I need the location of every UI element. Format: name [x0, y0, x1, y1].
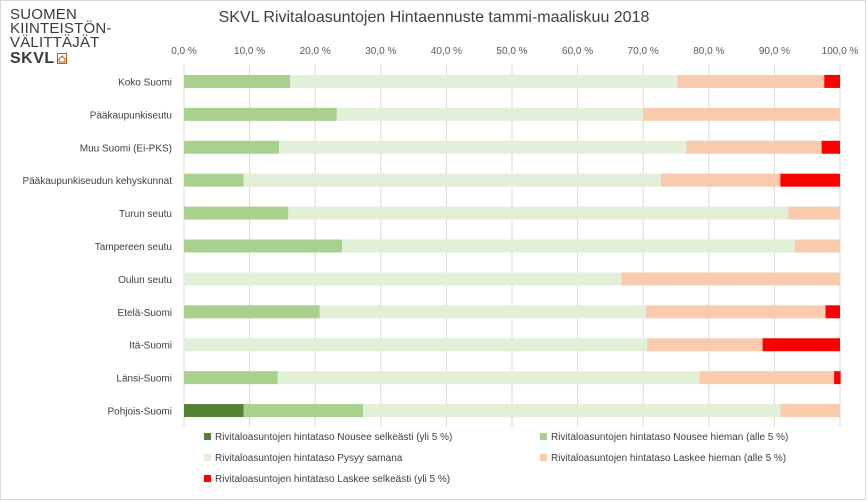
bar-segment [184, 140, 280, 154]
bar-segment [277, 371, 700, 385]
bar-segment [834, 371, 841, 385]
bar-segment [342, 239, 795, 253]
bar-segment [621, 272, 840, 286]
legend-item: Rivitaloasuntojen hintataso Laskee selke… [204, 473, 450, 487]
category-label: Pohjois-Suomi [108, 407, 172, 418]
legend-swatch [204, 433, 211, 440]
bar-segment [699, 371, 835, 385]
legend-item: Rivitaloasuntojen hintataso Pysyy samana [204, 452, 402, 466]
bar-segment [762, 338, 840, 352]
bar-segment [686, 140, 822, 154]
legend-swatch [204, 475, 211, 482]
bar-segment [184, 272, 622, 286]
x-tick-label: 30,0 % [365, 46, 396, 57]
bar-segment [363, 404, 781, 418]
x-tick-label: 20,0 % [300, 46, 331, 57]
bar-segment [677, 74, 825, 88]
category-label: Länsi-Suomi [116, 374, 172, 385]
bar-segment [825, 305, 840, 319]
category-label: Muu Suomi (Ei-PKS) [80, 143, 172, 154]
category-label: Oulun seutu [118, 275, 172, 286]
bar-segment [290, 74, 678, 88]
category-label: Itä-Suomi [129, 341, 172, 352]
bar-segment [279, 140, 687, 154]
legend-swatch [204, 454, 211, 461]
legend-label: Rivitaloasuntojen hintataso Laskee selke… [215, 474, 451, 485]
category-label: Turun seutu [119, 209, 172, 220]
bar-segment [184, 206, 289, 220]
bar-segment [184, 173, 244, 187]
bars [184, 74, 841, 418]
bar-segment [660, 173, 781, 187]
logo-line-1: SUOMEN [10, 6, 78, 23]
bar-segment [647, 338, 763, 352]
bar-segment [243, 404, 364, 418]
bar-segment [184, 338, 648, 352]
chart-title: SKVL Rivitaloasuntojen Hintaennuste tamm… [218, 9, 650, 26]
bar-segment [184, 74, 291, 88]
legend-swatch [540, 433, 547, 440]
skvl-logo: SUOMEN KIINTEISTÖN- VÄLITTÄJÄT SKVL [10, 6, 130, 67]
legend-label: Rivitaloasuntojen hintataso Nousee selke… [215, 432, 453, 443]
logo-line-3: VÄLITTÄJÄT [10, 34, 100, 51]
category-labels: Koko Suomi Pääkaupunkiseutu Muu Suomi (Ei-… [22, 77, 172, 417]
bar-segment [780, 173, 840, 187]
bar-segment [643, 107, 840, 121]
legend-item: Rivitaloasuntojen hintataso Laskee hiema… [540, 452, 786, 466]
x-tick-label: 60,0 % [562, 46, 593, 57]
category-label: Pääkaupunkiseudun kehyskunnat [22, 176, 172, 187]
chart-legend: Rivitaloasuntojen hintataso Nousee selke… [204, 431, 844, 493]
bar-segment [821, 140, 840, 154]
x-axis-ticks: 0,0 % 10,0 % 20,0 % 30,0 % 40,0 % 50,0 % 60,0 … [171, 46, 858, 57]
bar-segment [788, 206, 840, 220]
category-label: Tampereen seutu [95, 242, 172, 253]
x-tick-label: 100,0 % [822, 46, 859, 57]
legend-item: Rivitaloasuntojen hintataso Nousee selke… [204, 431, 452, 445]
bar-segment [243, 173, 661, 187]
legend-label: Rivitaloasuntojen hintataso Nousee hiema… [551, 432, 789, 443]
category-label: Pääkaupunkiseutu [90, 110, 172, 121]
x-tick-label: 40,0 % [431, 46, 462, 57]
house-icon [56, 53, 67, 64]
legend-label: Rivitaloasuntojen hintataso Pysyy samana [215, 453, 403, 464]
x-tick-label: 90,0 % [759, 46, 790, 57]
bar-segment [319, 305, 646, 319]
legend-swatch [540, 454, 547, 461]
bar-segment [184, 239, 343, 253]
bar-segment [184, 107, 337, 121]
category-label: Etelä-Suomi [118, 308, 172, 319]
x-tick-label: 10,0 % [234, 46, 265, 57]
bar-segment [645, 305, 826, 319]
bar-segment [824, 74, 840, 88]
x-tick-label: 50,0 % [496, 46, 527, 57]
legend-label: Rivitaloasuntojen hintataso Laskee hiema… [551, 453, 787, 464]
bar-segment [184, 371, 278, 385]
x-tick-label: 0,0 % [171, 46, 197, 57]
bar-segment [184, 404, 244, 418]
bar-segment [794, 239, 840, 253]
logo-line-2: KIINTEISTÖN- [10, 20, 112, 37]
legend-item: Rivitaloasuntojen hintataso Nousee hiema… [540, 431, 788, 445]
bar-segment [184, 305, 320, 319]
bar-segment [780, 404, 840, 418]
logo-wordmark-text: SKVL [10, 50, 55, 67]
bar-segment [288, 206, 789, 220]
x-tick-label: 70,0 % [628, 46, 659, 57]
bar-segment [336, 107, 644, 121]
x-tick-label: 80,0 % [693, 46, 724, 57]
logo-wordmark: SKVL [10, 50, 130, 67]
category-label: Koko Suomi [118, 77, 172, 88]
